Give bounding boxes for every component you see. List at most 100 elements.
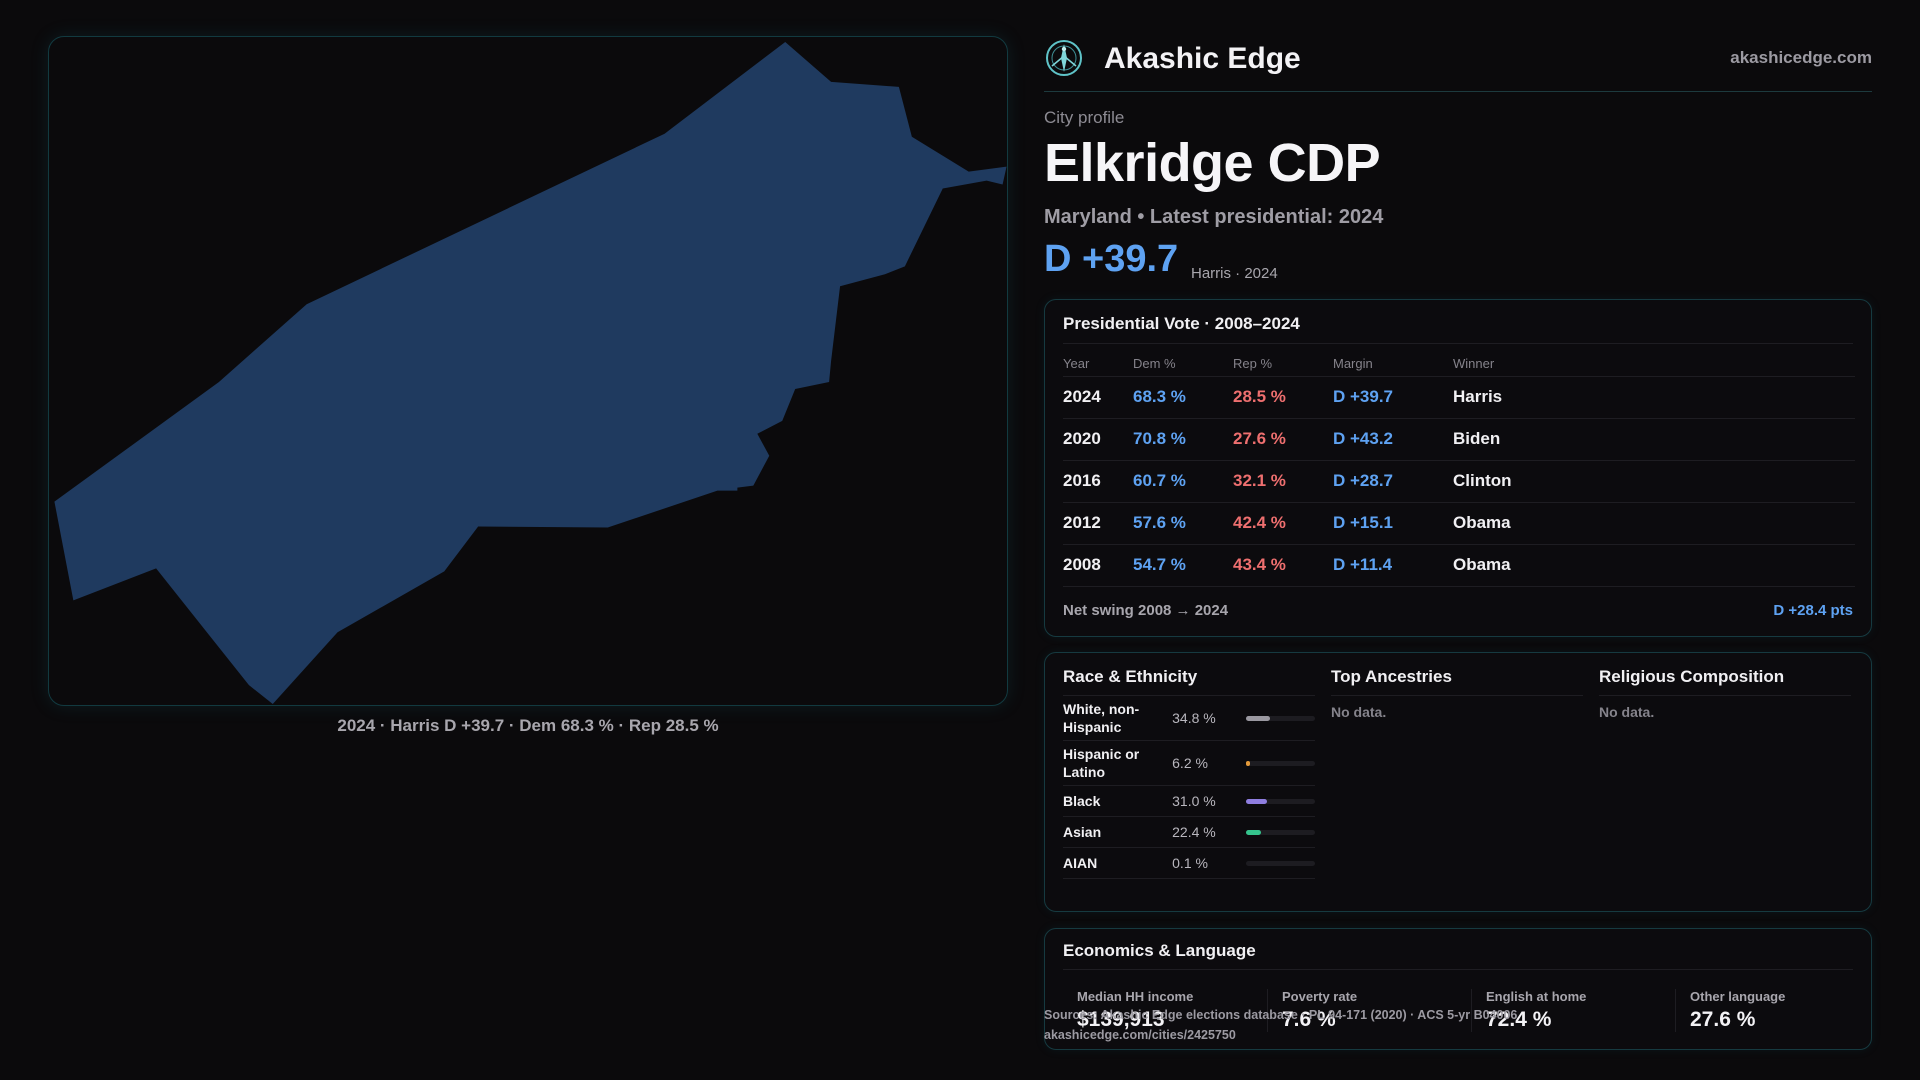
race-pct: 31.0 % <box>1172 793 1216 809</box>
race-ethnicity-section: Race & Ethnicity White, non-Hispanic 34.… <box>1063 667 1316 879</box>
sources-text: Sources: Akashic Edge elections database… <box>1044 1008 1518 1022</box>
page-title: Elkridge CDP <box>1044 133 1381 193</box>
cell-dem: 54.7 % <box>1133 544 1233 587</box>
table-header-row: Year Dem % Rep % Margin Winner <box>1063 352 1855 377</box>
race-pct: 34.8 % <box>1172 710 1216 726</box>
presidential-vote-card: Presidential Vote · 2008–2024 Year Dem %… <box>1044 299 1872 637</box>
header-dem: Dem % <box>1133 352 1233 377</box>
cell-year: 2024 <box>1063 376 1133 419</box>
race-row: AIAN 0.1 % <box>1063 848 1316 879</box>
cell-rep: 42.4 % <box>1233 502 1333 545</box>
map-caption: 2024 · Harris D +39.7 · Dem 68.3 % · Rep… <box>337 716 719 735</box>
ancestries-section: Top Ancestries No data. <box>1331 667 1583 720</box>
econ-value: 72.4 % <box>1486 1008 1552 1031</box>
site-link[interactable]: akashicedge.com <box>1730 48 1872 67</box>
econ-label: Median HH income <box>1077 989 1194 1004</box>
page-subtitle: Maryland • Latest presidential: 2024 <box>1044 206 1384 228</box>
cell-winner: Biden <box>1453 418 1855 461</box>
header-year: Year <box>1063 352 1133 377</box>
race-row: White, non-Hispanic 34.8 % <box>1063 696 1316 741</box>
race-name: Asian <box>1063 824 1102 840</box>
compass-rose-icon[interactable] <box>1044 38 1084 78</box>
table-row: 2008 54.7 % 43.4 % D +11.4 Obama <box>1063 544 1855 587</box>
cell-year: 2008 <box>1063 544 1133 587</box>
econ-median-income: Median HH income $139,913 <box>1063 989 1253 1032</box>
ancestries-title: Top Ancestries <box>1331 667 1583 696</box>
race-bar <box>1245 860 1316 866</box>
sources-footer: Sources: Akashic Edge elections database… <box>1044 1005 1517 1045</box>
cell-dem: 57.6 % <box>1133 502 1233 545</box>
table-row: 2024 68.3 % 28.5 % D +39.7 Harris <box>1063 376 1855 419</box>
econ-label: English at home <box>1486 989 1587 1004</box>
brand-name[interactable]: Akashic Edge <box>1104 42 1301 75</box>
race-name: White, non-Hispanic <box>1063 701 1140 735</box>
cell-winner: Harris <box>1453 376 1855 419</box>
header-rep: Rep % <box>1233 352 1333 377</box>
city-boundary-shape[interactable] <box>54 41 1007 705</box>
cell-margin: D +43.2 <box>1333 418 1453 461</box>
header-margin: Margin <box>1333 352 1453 377</box>
ancestries-empty: No data. <box>1331 704 1387 720</box>
cell-rep: 43.4 % <box>1233 544 1333 587</box>
econ-value: $139,913 <box>1077 1008 1165 1031</box>
latest-margin: D +39.7 <box>1044 238 1179 280</box>
religion-title: Religious Composition <box>1599 667 1851 696</box>
religion-section: Religious Composition No data. <box>1599 667 1851 720</box>
race-pct: 0.1 % <box>1172 855 1208 871</box>
cell-rep: 32.1 % <box>1233 460 1333 503</box>
cell-winner: Clinton <box>1453 460 1855 503</box>
cell-margin: D +28.7 <box>1333 460 1453 503</box>
divider <box>1063 969 1853 970</box>
race-title: Race & Ethnicity <box>1063 667 1315 696</box>
cell-winner: Obama <box>1453 544 1855 587</box>
cell-winner: Obama <box>1453 502 1855 545</box>
race-bar-fill <box>1245 760 1250 766</box>
table-row: 2016 60.7 % 32.1 % D +28.7 Clinton <box>1063 460 1855 503</box>
city-map[interactable] <box>48 36 1008 706</box>
econ-poverty-rate: Poverty rate 7.6 % <box>1267 989 1457 1032</box>
table-row: 2012 57.6 % 42.4 % D +15.1 Obama <box>1063 502 1855 545</box>
cell-year: 2016 <box>1063 460 1133 503</box>
table-row: 2020 70.8 % 27.6 % D +43.2 Biden <box>1063 418 1855 461</box>
latest-margin-note: Harris · 2024 <box>1191 265 1278 282</box>
race-row: Black 31.0 % <box>1063 786 1316 817</box>
cell-margin: D +39.7 <box>1333 376 1453 419</box>
net-swing-value: D +28.4 pts <box>1773 602 1853 619</box>
cell-dem: 70.8 % <box>1133 418 1233 461</box>
race-bar <box>1245 829 1316 835</box>
page-url-link[interactable]: akashicedge.com/cities/2425750 <box>1044 1028 1236 1042</box>
race-bar-fill <box>1245 829 1262 835</box>
econ-other-language: Other language 27.6 % <box>1675 989 1865 1032</box>
cell-rep: 27.6 % <box>1233 418 1333 461</box>
econ-value: 7.6 % <box>1282 1008 1336 1031</box>
cell-margin: D +11.4 <box>1333 544 1453 587</box>
divider <box>1063 343 1853 344</box>
vote-card-title: Presidential Vote · 2008–2024 <box>1063 314 1300 333</box>
header-winner: Winner <box>1453 352 1855 377</box>
economics-card: Economics & Language Median HH income $1… <box>1044 928 1872 1050</box>
econ-value: 27.6 % <box>1690 1008 1756 1031</box>
cell-dem: 68.3 % <box>1133 376 1233 419</box>
race-bar <box>1245 760 1316 766</box>
econ-english-home: English at home 72.4 % <box>1471 989 1661 1032</box>
econ-label: Poverty rate <box>1282 989 1358 1004</box>
race-name: AIAN <box>1063 855 1098 871</box>
race-row: Hispanic or Latino 6.2 % <box>1063 741 1316 786</box>
race-name: Hispanic or Latino <box>1063 746 1140 780</box>
econ-label: Other language <box>1690 989 1786 1004</box>
race-name: Black <box>1063 793 1101 809</box>
app-header: Akashic Edge akashicedge.com <box>1044 36 1872 92</box>
city-boundary-map <box>54 41 1007 705</box>
race-bar-fill <box>1245 715 1270 721</box>
race-bar <box>1245 715 1316 721</box>
race-bar-fill <box>1245 798 1268 804</box>
page-kicker: City profile <box>1044 108 1125 127</box>
cell-year: 2020 <box>1063 418 1133 461</box>
demographics-card: Race & Ethnicity White, non-Hispanic 34.… <box>1044 652 1872 912</box>
cell-rep: 28.5 % <box>1233 376 1333 419</box>
race-bar <box>1245 798 1316 804</box>
net-swing-label: Net swing 2008 → 2024 <box>1063 602 1229 619</box>
cell-year: 2012 <box>1063 502 1133 545</box>
race-pct: 22.4 % <box>1172 824 1216 840</box>
religion-empty: No data. <box>1599 704 1655 720</box>
